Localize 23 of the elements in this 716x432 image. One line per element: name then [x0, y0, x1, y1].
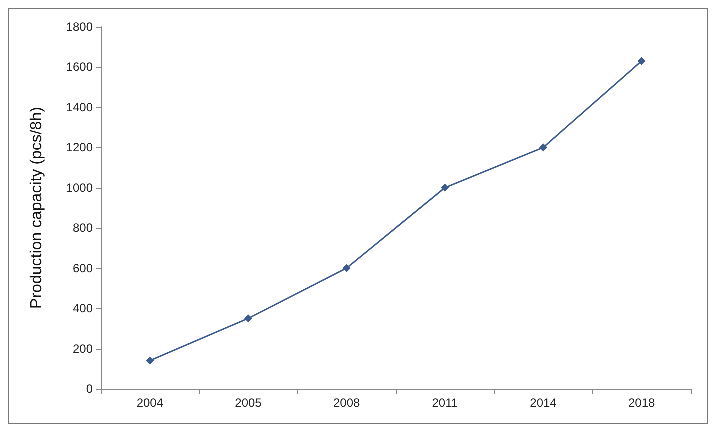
- y-tick-label: 1400: [66, 100, 94, 114]
- point: [244, 314, 252, 323]
- y-tick-label: 1000: [66, 180, 94, 195]
- x-tick-label: 2018: [628, 396, 656, 410]
- y-tick-label: 0: [86, 382, 94, 396]
- y-tick-label: 400: [72, 302, 94, 316]
- y-tick-label: 600: [72, 261, 94, 276]
- x-tick-label: 2005: [235, 396, 262, 410]
- y-tick-label: 800: [72, 221, 94, 236]
- x-tick-label: 2014: [530, 396, 558, 410]
- y-tick-label: 200: [72, 342, 94, 356]
- point: [146, 356, 154, 365]
- point: [638, 57, 646, 66]
- x-tick-label: 2004: [136, 396, 164, 410]
- point: [441, 184, 450, 192]
- x-tick-label: 2008: [333, 396, 361, 410]
- y-tick-label: 1600: [66, 60, 94, 74]
- y-axis-title: Production capacity (pcs/8h): [28, 107, 46, 309]
- y-tick-label: 1200: [66, 140, 94, 155]
- y-tick-label: 1800: [66, 20, 94, 34]
- point: [342, 264, 351, 272]
- x-tick-label: 2011: [432, 396, 458, 410]
- point: [540, 144, 548, 152]
